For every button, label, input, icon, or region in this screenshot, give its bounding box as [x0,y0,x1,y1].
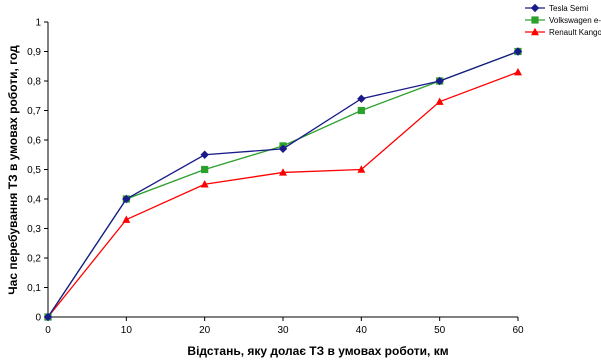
x-tick-label: 30 [277,325,289,336]
y-axis-title: Час перебування ТЗ в умовах роботи, год [6,45,20,295]
data-point [201,165,209,174]
legend: Tesla Semi Volkswagen e-Crafter Renault Ka… [525,3,601,37]
data-point [200,150,209,159]
series-square [44,47,522,321]
y-tick-label: 0,8 [27,77,41,88]
legend-marker [531,16,539,24]
series-line [47,71,519,318]
data-point [514,67,522,76]
x-tick-label: 50 [434,325,446,336]
legend-item: Renault Kangoo Z.E. [525,27,601,37]
data-point [435,76,444,86]
data-point [435,97,444,105]
data-point [513,47,523,56]
x-axis-title: Відстань, яку долає ТЗ в умовах роботи, … [187,344,448,358]
y-tick-label: 0,2 [27,254,41,265]
x-tick-label: 10 [121,325,133,336]
legend-marker [531,27,539,36]
series-triangle [44,67,522,321]
legend-label: Tesla Semi [549,4,588,13]
series-line [47,50,519,318]
data-point [357,165,366,173]
legend-marker [530,3,540,13]
series-group [43,47,523,322]
y-tick-label: 0,7 [27,106,41,117]
x-tick-label: 60 [512,325,524,336]
x-tick-label: 20 [199,325,211,336]
legend-label: Volkswagen e-Crafter [549,16,601,25]
data-point [357,106,365,115]
y-tick-label: 0,6 [27,136,41,147]
data-point [279,168,287,176]
tick-labels: 00,10,20,30,40,50,60,70,80,910 10 20 30 40 50… [27,18,524,337]
data-point [200,180,209,188]
y-tick-label: 1 [35,18,41,29]
axes [44,21,519,321]
series-diamond [43,47,523,322]
y-tick-label: 0,5 [27,165,41,176]
y-tick-label: 0,1 [27,283,41,294]
legend-item: Volkswagen e-Crafter [525,16,601,25]
y-tick-label: 0,3 [27,224,41,235]
data-point [357,94,366,103]
data-point [122,194,131,204]
y-tick-label: 0,4 [27,195,41,206]
x-tick-label: 40 [356,325,368,336]
data-point [278,144,288,154]
legend-item: Tesla Semi [525,3,588,13]
y-tick-label: 0 [35,313,41,324]
y-tick-label: 0,9 [27,47,41,58]
data-point [43,312,53,322]
data-point [122,215,131,223]
legend-label: Renault Kangoo Z.E. [549,28,601,37]
x-tick-label: 0 [45,325,51,336]
series-line [47,50,519,318]
